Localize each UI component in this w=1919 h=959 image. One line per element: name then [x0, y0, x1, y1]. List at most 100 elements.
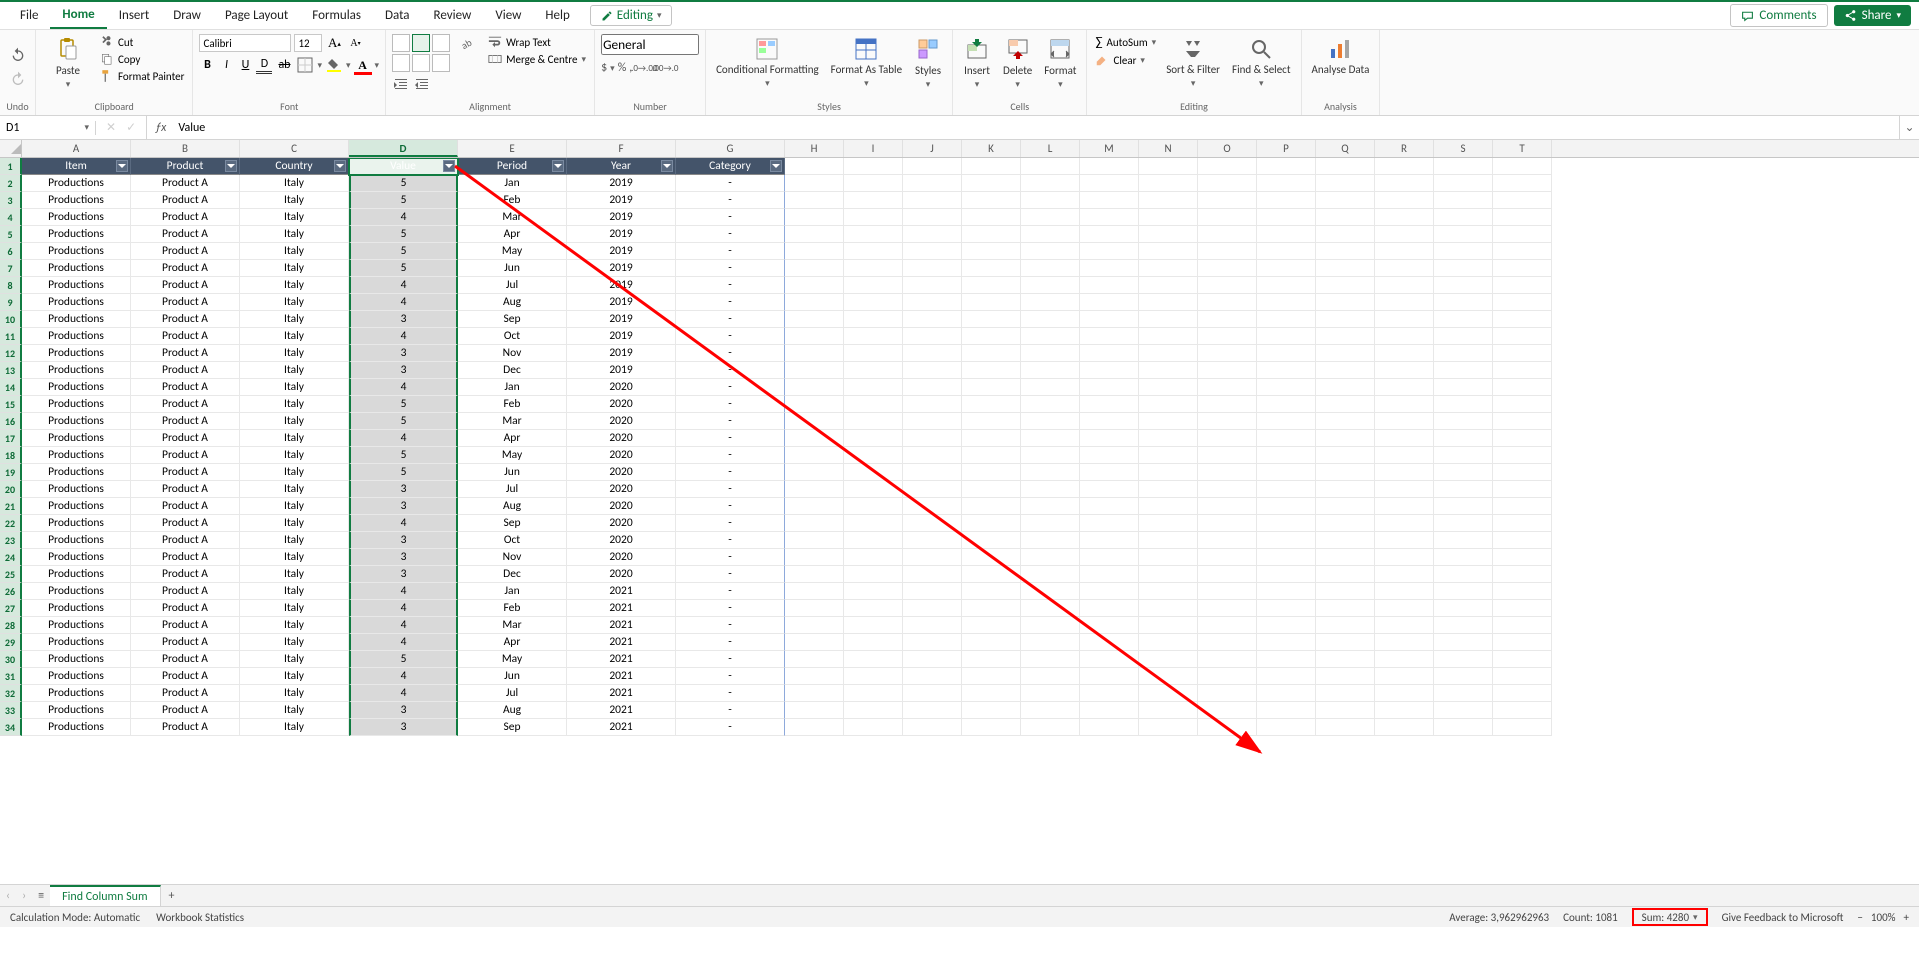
cell[interactable]: 5 — [349, 192, 458, 209]
cell[interactable]: Product A — [131, 464, 240, 481]
cell[interactable] — [903, 685, 962, 702]
cell[interactable] — [1316, 481, 1375, 498]
row-header-22[interactable]: 22 — [0, 515, 22, 532]
bold-button[interactable]: B — [199, 58, 215, 72]
cell[interactable] — [962, 430, 1021, 447]
column-header-Q[interactable]: Q — [1316, 140, 1375, 157]
cell[interactable] — [1021, 617, 1080, 634]
cell[interactable] — [1257, 430, 1316, 447]
cell[interactable]: 2020 — [567, 549, 676, 566]
cell[interactable] — [962, 634, 1021, 651]
cell[interactable] — [1375, 634, 1434, 651]
cell[interactable] — [785, 430, 844, 447]
cell[interactable] — [1139, 277, 1198, 294]
cell[interactable] — [1198, 345, 1257, 362]
cell[interactable] — [785, 260, 844, 277]
cell[interactable] — [1198, 532, 1257, 549]
cell[interactable]: - — [676, 175, 785, 192]
filter-icon[interactable] — [661, 160, 673, 172]
cell[interactable] — [1493, 311, 1552, 328]
editing-mode-button[interactable]: Editing ▾ — [590, 5, 673, 26]
row-header-1[interactable]: 1 — [0, 158, 22, 175]
cell[interactable] — [785, 447, 844, 464]
cell[interactable]: Productions — [22, 379, 131, 396]
cell[interactable] — [903, 617, 962, 634]
tab-home[interactable]: Home — [50, 2, 106, 29]
cell[interactable] — [1139, 345, 1198, 362]
cell[interactable] — [1139, 719, 1198, 736]
cell[interactable] — [1493, 583, 1552, 600]
cell[interactable] — [1375, 498, 1434, 515]
cell[interactable]: - — [676, 226, 785, 243]
row-header-34[interactable]: 34 — [0, 719, 22, 736]
cell[interactable]: Italy — [240, 260, 349, 277]
column-header-M[interactable]: M — [1080, 140, 1139, 157]
cell[interactable]: - — [676, 515, 785, 532]
cell[interactable]: Oct — [458, 328, 567, 345]
cell[interactable] — [785, 209, 844, 226]
cell[interactable] — [1316, 447, 1375, 464]
cell[interactable] — [785, 498, 844, 515]
format-as-table-button[interactable]: Format As Table▾ — [827, 34, 906, 91]
cell[interactable] — [903, 566, 962, 583]
comments-button[interactable]: Comments — [1730, 4, 1827, 27]
column-header-R[interactable]: R — [1375, 140, 1434, 157]
percent-button[interactable]: % — [618, 61, 627, 75]
cell[interactable] — [903, 192, 962, 209]
cell[interactable] — [844, 532, 903, 549]
cell[interactable]: Italy — [240, 532, 349, 549]
cell[interactable] — [1493, 362, 1552, 379]
cell[interactable] — [1021, 651, 1080, 668]
italic-button[interactable]: I — [218, 58, 234, 72]
cell[interactable]: Italy — [240, 226, 349, 243]
cell[interactable] — [1021, 379, 1080, 396]
cell[interactable] — [1316, 328, 1375, 345]
cell[interactable] — [1493, 379, 1552, 396]
cell[interactable] — [1434, 600, 1493, 617]
cell[interactable] — [1257, 651, 1316, 668]
cell[interactable] — [962, 362, 1021, 379]
cell[interactable]: - — [676, 549, 785, 566]
cell[interactable] — [1021, 566, 1080, 583]
cell[interactable] — [1139, 447, 1198, 464]
cell[interactable]: 2021 — [567, 583, 676, 600]
cell[interactable] — [1434, 464, 1493, 481]
cell[interactable] — [1080, 651, 1139, 668]
cell[interactable] — [1080, 226, 1139, 243]
row-header-25[interactable]: 25 — [0, 566, 22, 583]
cell[interactable] — [1139, 413, 1198, 430]
cell[interactable] — [1139, 515, 1198, 532]
cell[interactable]: 2020 — [567, 566, 676, 583]
cell[interactable]: Product A — [131, 362, 240, 379]
cell[interactable]: Product A — [131, 294, 240, 311]
cell[interactable]: Italy — [240, 243, 349, 260]
cell[interactable]: Productions — [22, 532, 131, 549]
row-header-31[interactable]: 31 — [0, 668, 22, 685]
cell[interactable]: Productions — [22, 311, 131, 328]
cell[interactable] — [1375, 362, 1434, 379]
cell[interactable] — [1316, 294, 1375, 311]
cell[interactable] — [785, 634, 844, 651]
cell[interactable] — [1080, 158, 1139, 175]
expand-formula-bar-button[interactable]: ⌄ — [1899, 116, 1919, 139]
cell[interactable]: - — [676, 277, 785, 294]
cell[interactable] — [1139, 617, 1198, 634]
cell[interactable] — [1493, 600, 1552, 617]
cell[interactable]: Sep — [458, 515, 567, 532]
alignment-grid[interactable] — [392, 34, 450, 72]
cell[interactable] — [1198, 651, 1257, 668]
sheet-tab-active[interactable]: Find Column Sum — [50, 885, 160, 906]
cell[interactable] — [1493, 549, 1552, 566]
cell[interactable]: Product A — [131, 702, 240, 719]
row-header-4[interactable]: 4 — [0, 209, 22, 226]
cell[interactable] — [1434, 549, 1493, 566]
cell[interactable] — [1493, 498, 1552, 515]
cell[interactable] — [962, 515, 1021, 532]
cell[interactable] — [1021, 430, 1080, 447]
cell[interactable] — [785, 362, 844, 379]
enter-formula-button[interactable]: ✓ — [126, 120, 136, 135]
cell[interactable]: Jul — [458, 481, 567, 498]
cell[interactable]: 4 — [349, 328, 458, 345]
cell[interactable] — [1493, 192, 1552, 209]
cell[interactable] — [1198, 243, 1257, 260]
